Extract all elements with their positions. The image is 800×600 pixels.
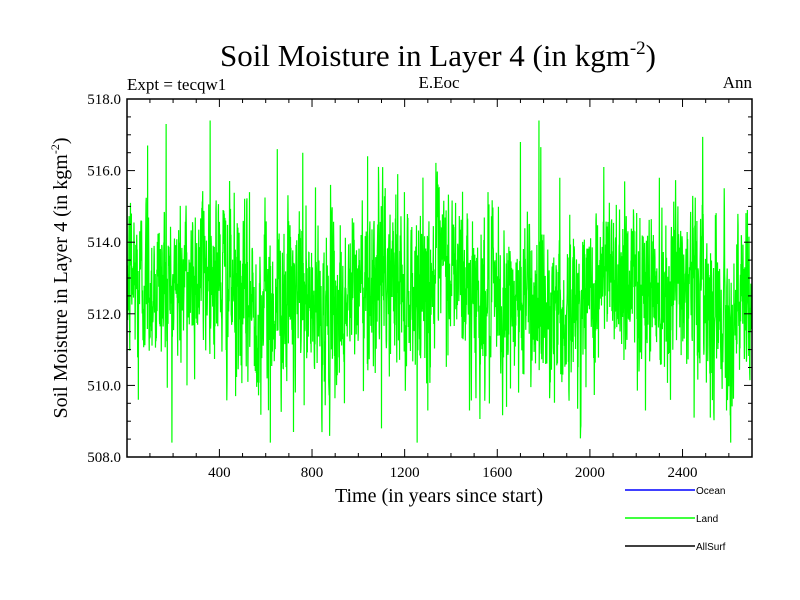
legend-label-ocean: Ocean [696,486,725,497]
legend-label-allsurf: AllSurf [696,542,726,553]
y-tick-label: 518.0 [87,92,121,108]
y-tick-label: 516.0 [87,164,121,180]
x-tick-label: 800 [301,465,324,481]
x-tick-label: 1200 [390,465,420,481]
plot-frame [126,98,753,458]
ticks-layer: 508.0 510.0 512.0 514.0 516.0 518.0 400 800 1200… [87,92,753,481]
y-axis-label-main: Soil Moisture in Layer 4 (in kgm [50,154,72,419]
x-tick-label: 2400 [668,465,698,481]
chart-title-superscript: -2 [630,38,646,59]
legend-label-land: Land [696,514,718,525]
x-tick-label: 2000 [575,465,605,481]
y-axis-label: Soil Moisture in Layer 4 (in kgm-2) [48,137,72,418]
subtitle-period: E.Eoc [418,73,460,92]
chart-title-close: ) [646,38,656,73]
y-axis-label-superscript: -2 [48,144,62,154]
chart-title-main: Soil Moisture in Layer 4 (in kgm [220,38,630,73]
legend: Ocean Land AllSurf [625,486,726,553]
series-line-land [127,120,752,443]
y-axis-label-close: ) [50,137,72,144]
x-tick-label: 1600 [482,465,512,481]
y-tick-label: 512.0 [87,307,121,323]
subtitle-season: Ann [723,73,753,92]
y-tick-label: 514.0 [87,235,121,251]
subtitle-experiment: Expt = tecqw1 [127,75,226,94]
x-tick-label: 400 [208,465,231,481]
x-axis-label: Time (in years since start) [335,485,543,507]
y-tick-label: 508.0 [87,450,121,466]
chart-title: Soil Moisture in Layer 4 (in kgm-2) [220,38,656,73]
series-layer [127,120,752,443]
y-tick-label: 510.0 [87,378,121,394]
